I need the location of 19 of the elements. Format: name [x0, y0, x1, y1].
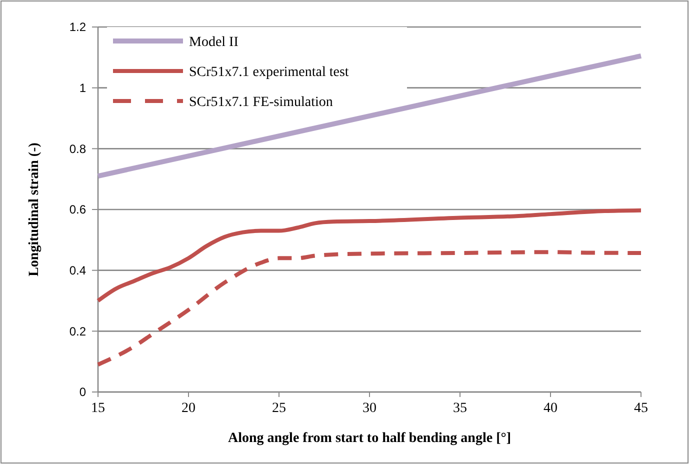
x-axis-title: Along angle from start to half bending angle [°]	[228, 431, 512, 446]
y-tick-label: 0.2	[69, 324, 86, 338]
x-tick-label: 30	[362, 401, 376, 416]
legend-label: Model II	[189, 34, 239, 50]
legend-label: SCr51x7.1 experimental test	[189, 64, 349, 80]
x-tick-label: 20	[182, 401, 196, 416]
y-tick-label: 1	[79, 81, 86, 96]
y-tick-label: 0.6	[69, 202, 86, 217]
y-axis-title: Longitudinal strain (-)	[27, 142, 42, 276]
y-tick-label: 0.8	[69, 142, 86, 156]
x-tick-label: 25	[272, 401, 286, 416]
legend-label: SCr51x7.1 FE-simulation	[189, 94, 333, 110]
x-tick-label: 45	[634, 401, 648, 416]
y-tick-label: 0.4	[69, 264, 86, 278]
x-tick-label: 35	[453, 401, 467, 416]
x-tick-label: 40	[544, 401, 558, 416]
y-tick-label: 1.2	[69, 20, 86, 34]
y-tick-label: 0	[79, 385, 86, 400]
x-tick-label: 15	[91, 401, 105, 416]
